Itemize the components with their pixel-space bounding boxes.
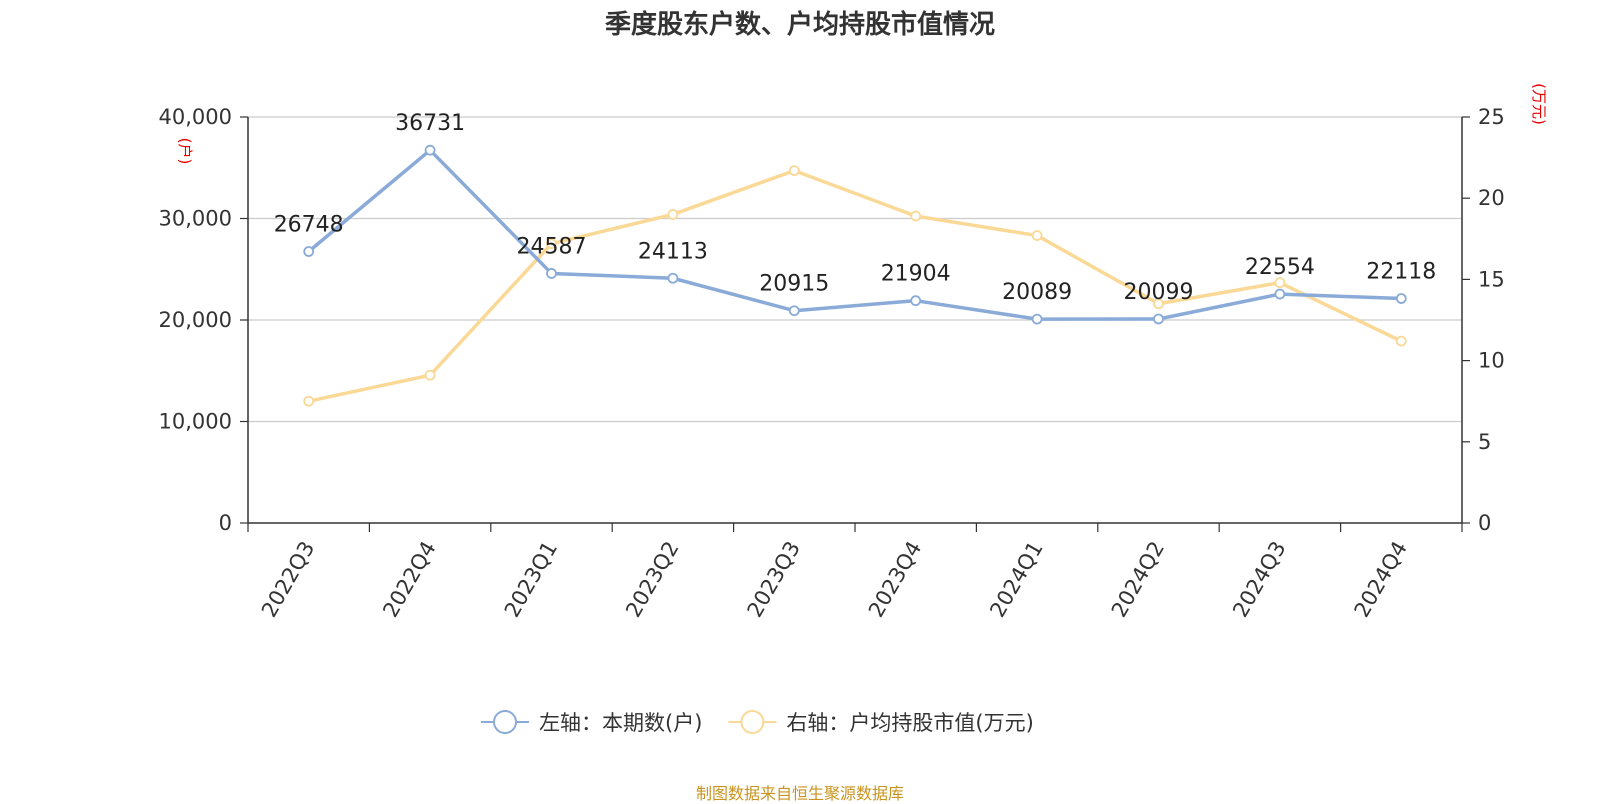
legend-marker (493, 710, 517, 734)
holders-point (910, 295, 922, 307)
data-label: 20915 (759, 272, 829, 297)
axes: 0 10,000 20,000 30,000 40,000 0 5 10 15 20 25 (户) (万… (159, 83, 1548, 621)
avg-value-point (546, 238, 557, 250)
grid-lines (248, 116, 1462, 423)
right-axis-tick-label: 15 (1478, 267, 1505, 291)
series-line-holders (307, 148, 1402, 321)
data-label: 22554 (1245, 255, 1315, 280)
chart-title: 季度股东户数、户均持股市值情况 (604, 10, 995, 40)
x-axis-tick-label: 2022Q3 (257, 537, 319, 621)
right-axis-tick-label: 20 (1478, 186, 1505, 210)
left-axis-tick-label: 40,000 (159, 105, 232, 129)
right-axis-tick-label: 10 (1478, 349, 1505, 373)
series-layer (303, 144, 1407, 407)
data-label: 24587 (517, 234, 587, 259)
data-label: 20089 (1002, 280, 1072, 305)
holders-point (667, 272, 679, 284)
avg-value-point (1153, 298, 1164, 310)
avg-value-point (788, 165, 800, 176)
data-label: 20099 (1124, 280, 1194, 305)
avg-value-point (1274, 277, 1286, 289)
holders-point (1153, 313, 1164, 325)
x-axis-tick-label: 2023Q2 (621, 537, 683, 621)
legend-label: 右轴：户均持股市值(万元) (786, 711, 1033, 735)
x-axis-tick-label: 2024Q1 (985, 537, 1047, 621)
series-line-avg-value (308, 168, 1403, 403)
holders-point (546, 268, 557, 279)
holders-point (1395, 293, 1407, 304)
right-axis-tick-label: 25 (1478, 105, 1505, 129)
x-axis-tick-label: 2023Q4 (864, 537, 926, 621)
holders-point (424, 144, 436, 156)
x-axis-tick-label: 2024Q2 (1107, 537, 1169, 621)
avg-value-point (424, 369, 436, 381)
x-axis-tick-label: 2024Q4 (1350, 537, 1412, 621)
data-label: 26748 (274, 213, 344, 238)
data-source-note: 制图数据来自恒生聚源数据库 (695, 784, 904, 803)
x-axis-tick-label: 2023Q1 (500, 537, 562, 621)
x-axis-tick-label: 2022Q4 (378, 537, 440, 621)
legend-label: 左轴：本期数(户) (539, 711, 702, 735)
legend-marker (740, 710, 765, 734)
right-axis-tick-label: 0 (1478, 511, 1491, 535)
legend: 左轴：本期数(户) 右轴：户均持股市值(万元) (481, 710, 1034, 735)
data-label: 22118 (1366, 260, 1436, 285)
data-label: 21904 (881, 262, 951, 287)
x-axis-tick-label: 2023Q3 (743, 537, 805, 621)
left-axis-tick-label: 30,000 (159, 207, 232, 231)
data-label: 36731 (395, 111, 465, 136)
avg-value-point (1031, 230, 1043, 241)
x-axis-tick-label: 2024Q3 (1228, 537, 1290, 621)
avg-value-point (1395, 335, 1407, 347)
holders-point (1274, 288, 1286, 300)
holders-point (303, 246, 315, 257)
holders-point (788, 305, 800, 317)
right-axis-unit: (万元) (1530, 83, 1548, 125)
right-axis-tick-label: 5 (1478, 430, 1491, 454)
holders-point (1031, 313, 1043, 325)
avg-value-point (667, 209, 679, 220)
left-axis-tick-label: 20,000 (159, 308, 232, 332)
left-axis-tick-label: 0 (219, 511, 232, 535)
left-axis-tick-label: 10,000 (159, 410, 232, 434)
left-axis-unit: (户) (176, 138, 194, 165)
avg-value-point (910, 210, 922, 222)
data-label: 24113 (638, 239, 708, 264)
avg-value-point (303, 395, 315, 407)
data-labels: 26748 36731 24587 24113 20915 21904 20089 20099… (274, 111, 1437, 305)
